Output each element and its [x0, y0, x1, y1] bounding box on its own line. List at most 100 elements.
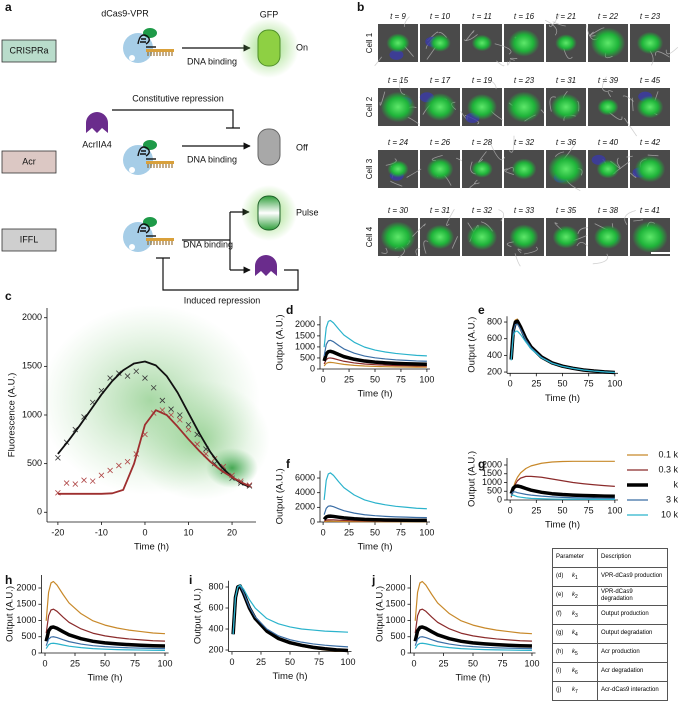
- gfp-cell: [550, 93, 582, 121]
- gfp-cell: [467, 94, 497, 120]
- series-line: [510, 460, 615, 497]
- time-label: t = 16: [514, 12, 535, 21]
- cell-edge: [374, 56, 382, 67]
- panel-label: e: [478, 303, 485, 317]
- time-label: t = 32: [514, 138, 535, 147]
- series-line: [232, 585, 349, 648]
- x-tick-label: 10: [184, 527, 194, 537]
- x-axis-label: Time (h): [272, 671, 307, 682]
- series-line: [510, 475, 615, 498]
- x-tick-label: 100: [607, 505, 622, 515]
- data-cross: [116, 370, 122, 376]
- data-cross: [81, 477, 87, 483]
- cell-edge: [469, 182, 476, 189]
- x-tick-label: 100: [607, 379, 622, 389]
- data-cross: [133, 368, 140, 375]
- y-tick-label: 500: [27, 458, 42, 468]
- panel-label: a: [5, 0, 12, 14]
- y-tick-label: 1000: [385, 615, 405, 625]
- y-tick-label: 200: [208, 644, 223, 654]
- cell-label: Cell 2: [365, 96, 374, 117]
- parameter-index: 5: [575, 651, 578, 658]
- header-cell: Parameter: [552, 548, 598, 568]
- gfp-cell: [511, 158, 537, 180]
- time-label: t = 38: [598, 206, 619, 215]
- time-label: t = 15: [388, 76, 409, 85]
- x-tick-label: 20: [227, 527, 237, 537]
- cell-edge: [601, 76, 608, 92]
- data-cross: [159, 397, 166, 404]
- data-cross: [72, 481, 79, 487]
- box-label: Acr: [22, 156, 36, 166]
- cell-label: Cell 1: [365, 32, 374, 53]
- parameter-index: 1: [575, 575, 578, 582]
- table-row: (j) k7 Acr-dCas9 interaction: [552, 681, 668, 701]
- cell-edge: [498, 209, 505, 222]
- gfp-cell: [380, 221, 416, 253]
- x-tick-label: 0: [508, 505, 513, 515]
- cell-edge: [523, 246, 538, 255]
- x-axis-label: Time (h): [357, 542, 392, 553]
- parameter-symbol: k: [572, 572, 575, 579]
- parameter-cell: (e) k2: [552, 586, 598, 606]
- gfp-cell: [632, 221, 668, 253]
- gfp-cell: [424, 93, 456, 121]
- time-label: t = 21: [556, 12, 576, 21]
- y-tick-label: 500: [390, 631, 405, 641]
- table-row: (e) k2 VPR-dCas9 degradation: [552, 586, 668, 606]
- x-tick-label: 0: [321, 374, 326, 384]
- arrow-label: DNA binding: [183, 239, 233, 249]
- y-tick-label: 1500: [16, 599, 36, 609]
- y-tick-label: 400: [487, 350, 502, 360]
- density-core: [206, 448, 258, 488]
- series-line: [232, 584, 349, 635]
- data-cross: [124, 458, 131, 465]
- cell-edge: [496, 60, 505, 67]
- gfp-off: [257, 128, 281, 166]
- box-label: CRISPRa: [9, 45, 48, 55]
- x-tick-label: 0: [412, 658, 417, 668]
- y-tick-label: 500: [21, 631, 36, 641]
- cell-edge: [589, 27, 605, 37]
- series-line: [510, 330, 615, 374]
- cell-edge: [509, 135, 515, 153]
- legend-label: 3 k: [666, 494, 679, 504]
- data-cross: [116, 462, 122, 469]
- y-tick-label: 1000: [16, 615, 36, 625]
- cell-edge: [463, 34, 478, 41]
- arrow-label: DNA binding: [187, 56, 237, 66]
- series-line: [510, 318, 615, 373]
- cell-edge: [552, 21, 566, 27]
- time-label: t = 31: [556, 76, 576, 85]
- protein-label: AcrIIA4: [82, 139, 112, 149]
- parameter-symbol: k: [572, 648, 575, 655]
- panel-ref: (g): [556, 629, 564, 636]
- description-cell: Output production: [597, 605, 668, 625]
- series-line: [322, 349, 427, 366]
- series-line: [413, 625, 532, 648]
- x-tick-label: 50: [370, 527, 380, 537]
- series-line: [44, 625, 166, 648]
- description-cell: Acr-dCas9 interaction: [597, 681, 668, 701]
- series-line: [45, 636, 166, 650]
- time-label: t = 24: [388, 138, 409, 147]
- y-tick-label: 1500: [22, 361, 42, 371]
- x-tick-label: 50: [285, 657, 295, 667]
- time-label: t = 10: [430, 12, 451, 21]
- data-cross: [124, 373, 131, 379]
- x-tick-label: 25: [531, 379, 541, 389]
- y-tick-label: 1000: [482, 477, 502, 487]
- y-tick-label: 800: [487, 316, 502, 326]
- y-tick-label: 0: [37, 507, 42, 517]
- table-row: (f) k3 Output production: [552, 605, 668, 625]
- x-tick-label: 0: [321, 527, 326, 537]
- y-tick-label: 1500: [385, 599, 405, 609]
- time-label: t = 30: [388, 206, 409, 215]
- time-label: t = 42: [640, 138, 661, 147]
- parameter-cell: (j) k7: [552, 681, 598, 701]
- panel-label: f: [286, 457, 291, 471]
- panel-ref: (i): [556, 667, 562, 674]
- gfp-pulse: [257, 195, 281, 231]
- parameter-cell: (h) k5: [552, 643, 598, 663]
